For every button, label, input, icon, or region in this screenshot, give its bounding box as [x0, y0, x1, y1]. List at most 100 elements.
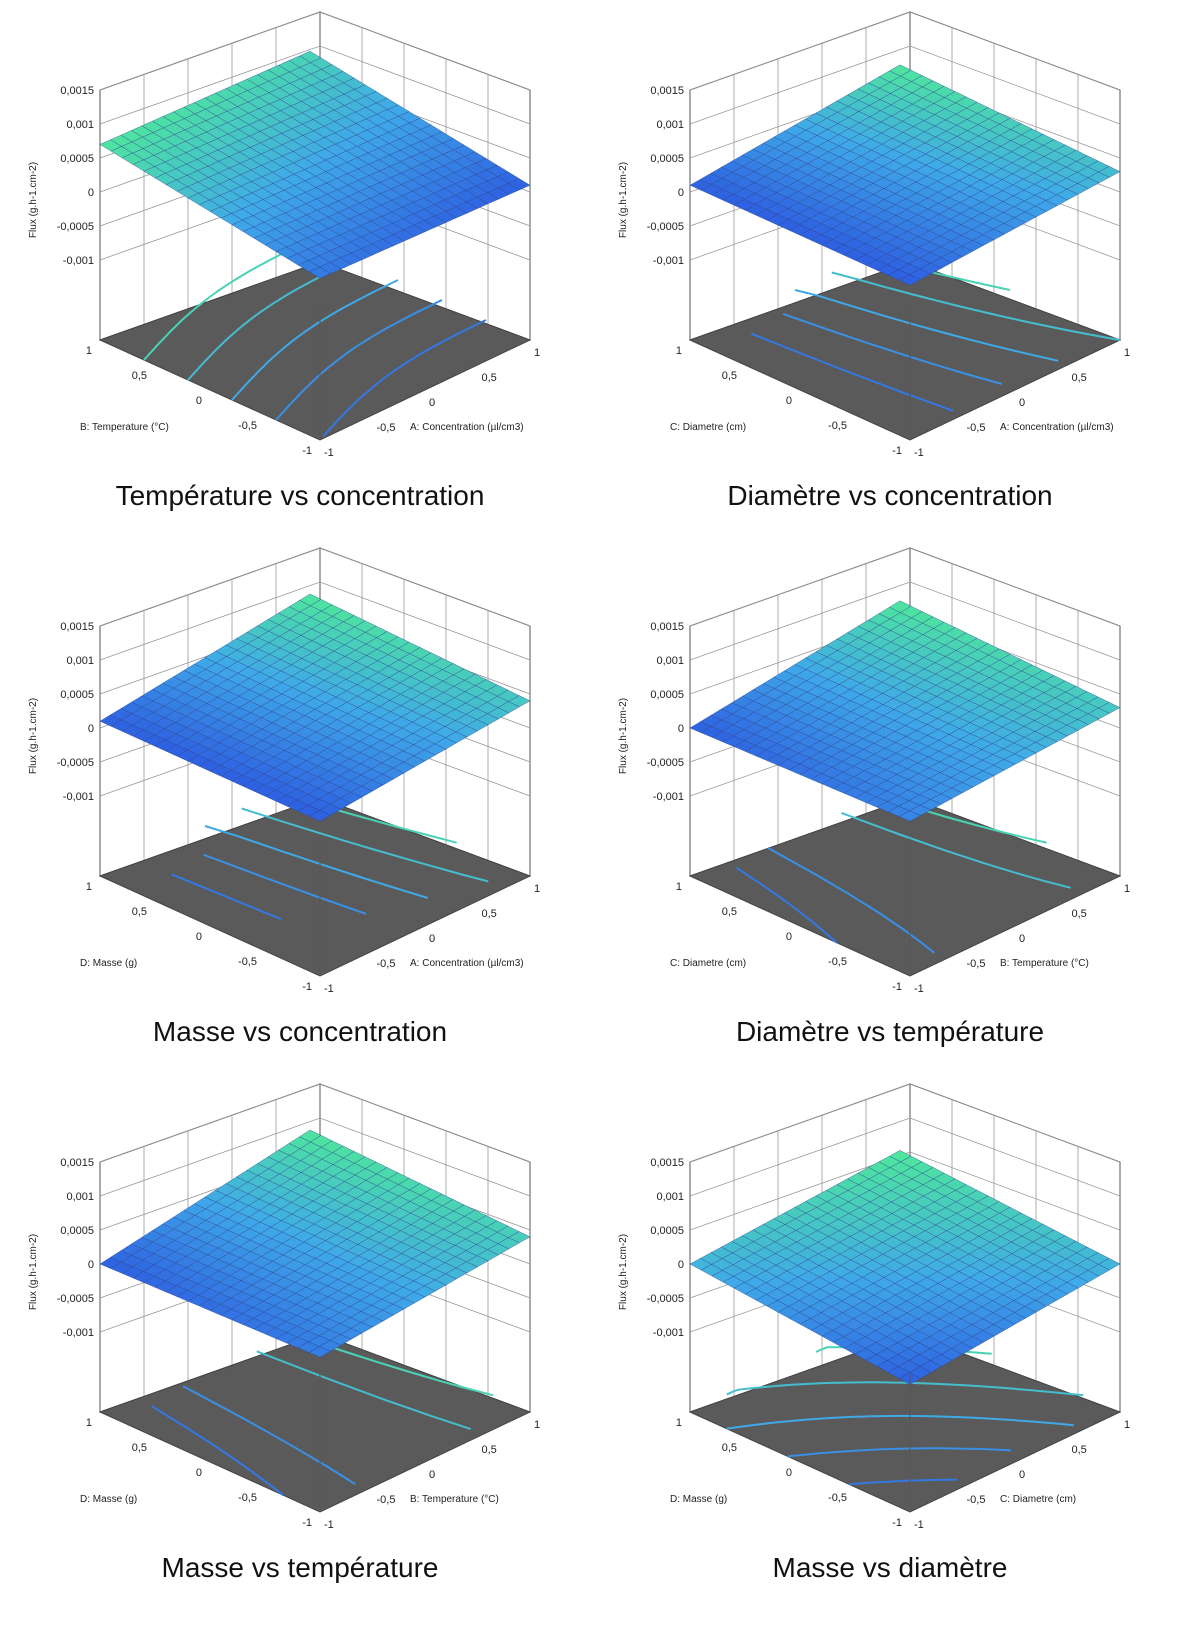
contour-line [256, 1350, 472, 1431]
z-axis-label: Flux (g.h-1.cm-2) [28, 698, 39, 774]
left-axis-tick: 0,5 [722, 1442, 737, 1454]
left-axis-label: D: Masse (g) [80, 958, 137, 969]
z-axis-label: Flux (g.h-1.cm-2) [618, 698, 629, 774]
right-axis-tick: 0 [429, 1469, 435, 1481]
right-axis-tick: 1 [534, 1419, 540, 1431]
contour-lines [151, 1335, 494, 1497]
left-axis-tick: -0,5 [828, 956, 847, 968]
z-tick-label: 0,001 [656, 1191, 684, 1203]
z-tick-label: 0,001 [66, 1191, 94, 1203]
chart-panel: 0,0015 0,001 0,0005 0 -0,0005 -0,001 Flux (g.h… [20, 536, 580, 1072]
surface-plot: 0,0015 0,001 0,0005 0 -0,0005 -0,001 Flux (g.h… [618, 1083, 1130, 1531]
right-axis-tick: -0,5 [967, 958, 986, 970]
z-tick-label: 0,0015 [60, 621, 94, 633]
left-axis-tick: 0,5 [132, 1442, 147, 1454]
left-axis-tick: 1 [86, 1417, 92, 1429]
z-tick-label: -0,001 [63, 255, 94, 267]
z-tick-label: 0,0005 [650, 689, 684, 701]
left-axis-tick: 0,5 [722, 906, 737, 918]
left-axis-tick: 0 [196, 1467, 202, 1479]
right-axis-label: C: Diametre (cm) [1000, 1494, 1076, 1505]
left-axis-tick: -0,5 [828, 1492, 847, 1504]
z-tick-label: 0 [88, 187, 94, 199]
grid-line [689, 1083, 1121, 1163]
z-tick-label: 0,001 [66, 655, 94, 667]
contour-line [735, 866, 838, 944]
left-axis-tick: -1 [302, 1517, 312, 1529]
z-tick-label: -0,001 [63, 791, 94, 803]
z-tick-label: 0 [88, 1259, 94, 1271]
contour-line [750, 332, 954, 412]
surface-cell [889, 600, 912, 613]
grid-line [689, 1151, 1121, 1231]
surface-plot: 0,0015 0,001 0,0005 0 -0,0005 -0,001 Flux (g.h… [28, 547, 540, 995]
panel-caption: Masse vs température [161, 1552, 439, 1583]
right-axis-tick: 0 [429, 933, 435, 945]
left-axis-tick: 0,5 [132, 906, 147, 918]
left-axis-tick: -0,5 [238, 956, 257, 968]
left-axis-tick: -1 [892, 981, 902, 993]
right-axis-tick: 1 [1124, 883, 1130, 895]
z-tick-label: -0,0005 [57, 1293, 94, 1305]
z-tick-label: 0,001 [656, 119, 684, 131]
chart-panel: 0,0015 0,001 0,0005 0 -0,0005 -0,001 Flux (g.h… [610, 1072, 1170, 1608]
response-surface [689, 600, 1121, 822]
left-axis-tick: 0 [786, 395, 792, 407]
z-tick-label: 0,0015 [650, 621, 684, 633]
left-axis-tick: -1 [892, 445, 902, 457]
panel-caption: Diamètre vs température [735, 1016, 1045, 1047]
panel-caption: Diamètre vs concentration [727, 480, 1053, 511]
contour-line [143, 239, 311, 361]
z-tick-label: 0,0005 [650, 1225, 684, 1237]
grid-line [99, 11, 531, 91]
grid-line [689, 1117, 1121, 1197]
contour-line [322, 319, 487, 438]
left-axis-tick: 1 [676, 881, 682, 893]
z-tick-label: -0,001 [653, 255, 684, 267]
grid-line [689, 45, 1121, 125]
right-axis-tick: 1 [1124, 347, 1130, 359]
chart-panel: 0,0015 0,001 0,0005 0 -0,0005 -0,001 Flux (g.h… [610, 0, 1170, 536]
surface-plot: 0,0015 0,001 0,0005 0 -0,0005 -0,001 Flux (g.h… [618, 11, 1130, 459]
left-axis-tick: 0 [786, 931, 792, 943]
contour-line [204, 825, 429, 899]
left-axis-tick: 1 [676, 345, 682, 357]
contour-line [182, 1385, 356, 1485]
left-axis-tick: 0,5 [722, 370, 737, 382]
z-axis-label: Flux (g.h-1.cm-2) [28, 1234, 39, 1310]
grid-line [99, 1083, 531, 1163]
z-tick-label: 0,0015 [650, 85, 684, 97]
right-axis-tick: 1 [534, 883, 540, 895]
contour-line [787, 1447, 1012, 1458]
left-axis-tick: -1 [892, 1517, 902, 1529]
left-axis-label: D: Masse (g) [80, 1494, 137, 1505]
left-axis-tick: 0 [786, 1467, 792, 1479]
surface-cell [299, 51, 322, 63]
left-axis-tick: 1 [86, 345, 92, 357]
right-axis-tick: 0 [1019, 1469, 1025, 1481]
left-axis-label: D: Masse (g) [670, 1494, 727, 1505]
grid-line [99, 547, 531, 627]
response-surface [689, 64, 1121, 286]
right-axis-label: A: Concentration (µl/cm3) [1000, 422, 1114, 433]
contour-line [203, 853, 367, 915]
right-axis-tick: -1 [324, 1519, 334, 1531]
z-tick-label: 0,0015 [650, 1157, 684, 1169]
z-tick-label: 0 [678, 1259, 684, 1271]
contour-line [841, 811, 1071, 889]
left-axis-tick: -0,5 [238, 1492, 257, 1504]
right-axis-tick: -0,5 [377, 958, 396, 970]
contour-line [726, 1414, 1074, 1430]
z-tick-label: 0,001 [66, 119, 94, 131]
left-axis-tick: 0,5 [132, 370, 147, 382]
chart-panel: 0,0015 0,001 0,0005 0 -0,0005 -0,001 Flux (g.h… [610, 536, 1170, 1072]
right-axis-tick: -1 [324, 983, 334, 995]
contour-line [171, 873, 282, 921]
surface-cell [889, 64, 912, 77]
z-tick-label: 0,0005 [650, 153, 684, 165]
left-axis-tick: 1 [86, 881, 92, 893]
contour-line [782, 312, 1003, 385]
right-axis-tick: -1 [914, 983, 924, 995]
z-tick-label: 0,0015 [60, 85, 94, 97]
contour-line [151, 1405, 284, 1497]
